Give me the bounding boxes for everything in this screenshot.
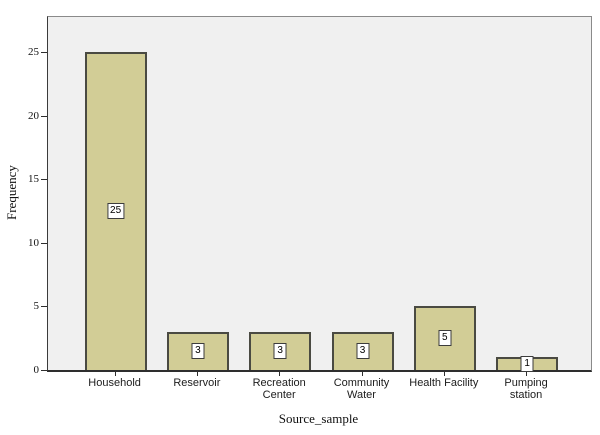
y-tick-label: 0 bbox=[33, 364, 40, 376]
plot-area: 25 3 3 3 5 1 bbox=[47, 16, 592, 372]
y-tick-mark bbox=[41, 370, 47, 371]
y-tick-label: 25 bbox=[28, 46, 39, 58]
x-tick-mark bbox=[279, 371, 281, 376]
y-tick-mark bbox=[41, 52, 47, 53]
y-tick-label: 15 bbox=[28, 173, 39, 186]
y-axis-title: Frequency bbox=[4, 165, 19, 220]
x-tick-label: Health Facility bbox=[409, 377, 479, 389]
x-tick-mark bbox=[443, 371, 445, 376]
bar-value-label: 3 bbox=[356, 342, 369, 359]
y-tick-label: 20 bbox=[28, 109, 39, 122]
y-tick-mark bbox=[41, 242, 47, 244]
x-axis-title: Source_sample bbox=[278, 411, 359, 426]
x-tick-label: Community Water bbox=[333, 377, 390, 401]
x-tick-mark bbox=[196, 371, 198, 376]
bar-value-label: 25 bbox=[107, 203, 125, 219]
x-tick-label: Reservoir bbox=[173, 377, 221, 389]
x-tick-mark bbox=[361, 371, 363, 376]
x-tick-label: Recreation Center bbox=[252, 377, 306, 401]
y-tick-mark bbox=[41, 115, 47, 117]
y-tick-label: 5 bbox=[33, 300, 40, 313]
x-tick-label: Household bbox=[88, 377, 141, 389]
y-tick-mark bbox=[41, 179, 47, 181]
y-tick-mark bbox=[41, 306, 47, 308]
bar-value-label: 1 bbox=[520, 355, 534, 372]
y-tick-label: 10 bbox=[28, 236, 39, 249]
x-tick-label: Pumping station bbox=[504, 377, 548, 401]
x-tick-mark bbox=[526, 371, 528, 376]
x-tick-mark bbox=[114, 371, 116, 376]
bar-value-label: 3 bbox=[273, 342, 287, 359]
bar-value-label: 5 bbox=[438, 330, 452, 347]
bar-value-label: 3 bbox=[191, 342, 205, 359]
